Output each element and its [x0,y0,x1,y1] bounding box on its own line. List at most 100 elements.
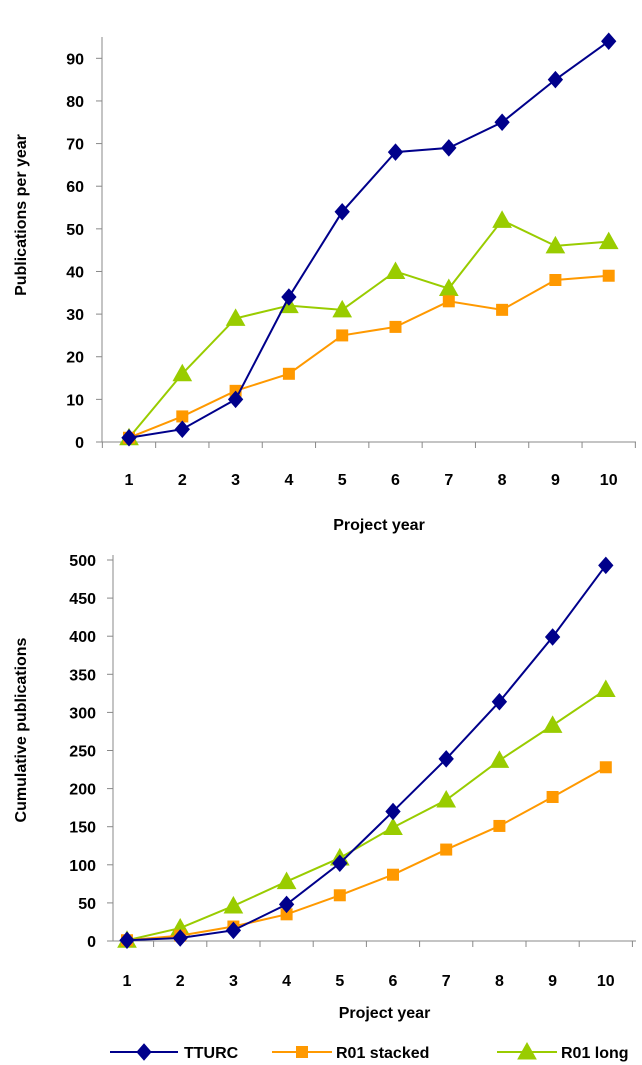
y-tick-label: 450 [69,591,96,608]
series-line-r01-stacked [128,274,609,439]
data-point-r01-stacked [549,274,562,286]
y-tick-label: 70 [66,137,84,154]
data-point-r01-stacked [336,329,349,342]
y-tick-label: 40 [66,264,84,281]
data-point-tturc [441,139,457,157]
data-point-tturc [172,929,188,947]
y-tick-label: 100 [69,858,96,875]
data-point-tturc [547,70,564,89]
x-tick-label: 7 [442,973,451,990]
data-point-r01-stacked [389,320,402,333]
y-tick-label: 150 [69,820,96,837]
data-point-r01-stacked [496,303,509,316]
series-line-tturc [126,564,607,942]
y-tick-label: 200 [69,782,96,799]
cumulative-publications-chart: 0 50 100 150 200 250 300 350 400 450 500 1 2 3 4 5 6 7 8 9 1… [13,553,636,1022]
data-point-r01-long [383,817,403,835]
data-point-tturc [278,895,295,914]
y-tick-label: 50 [78,896,96,913]
x-tick-label: 10 [600,472,618,489]
data-point-tturc [119,931,135,949]
x-axis-title: Project year [333,517,425,534]
x-tick-label: 1 [123,973,132,990]
series-line-r01-stacked [126,766,607,942]
legend-label-r01-stacked: R01 stacked [336,1045,429,1062]
x-tick-label: 9 [551,472,560,489]
y-tick-label: 350 [69,667,96,684]
data-point-tturc [385,802,401,821]
data-point-r01-stacked [333,889,346,902]
legend-label-tturc: TTURC [184,1045,239,1062]
y-tick-label: 250 [69,744,96,761]
data-point-r01-long [223,895,244,914]
x-tick-label: 8 [495,973,504,990]
legend-marker-tturc [136,1043,152,1061]
y-tick-label: 50 [66,222,84,239]
legend-marker-r01-long [517,1041,537,1060]
data-point-r01-long [492,210,512,228]
data-point-r01-stacked [176,410,189,423]
x-axis-title: Project year [339,1005,431,1022]
data-point-r01-long [545,235,566,254]
data-point-r01-stacked [387,868,399,881]
x-tick-label: 5 [335,973,344,990]
x-tick-label: 6 [391,472,400,489]
data-point-tturc [227,390,244,409]
publications-per-year-chart: 0 10 20 30 40 50 60 70 80 90 1 2 3 4 5 6 7 8 9 10 Project ye… [13,32,636,534]
y-axis-title: Cumulative publications [13,637,30,822]
x-tick-label: 4 [284,472,293,489]
y-tick-label: 20 [66,350,84,367]
x-tick-label: 10 [597,973,615,990]
data-point-r01-stacked [546,790,559,803]
data-point-r01-long [598,231,619,250]
y-tick-label: 30 [66,307,84,324]
data-point-tturc [174,420,190,438]
x-tick-label: 8 [498,472,507,489]
data-point-tturc [544,628,561,646]
data-point-r01-long [489,750,510,768]
data-point-r01-long [225,308,246,326]
y-tick-label: 60 [66,179,84,196]
data-point-r01-stacked [493,819,506,832]
y-tick-label: 80 [66,94,84,111]
x-tick-label: 9 [548,973,557,990]
series-line-r01-long [128,219,609,439]
y-tick-label: 400 [69,629,96,646]
legend: TTURC R01 stacked R01 long [110,1041,629,1062]
series-line-r01-long [126,688,607,942]
y-tick-label: 0 [87,934,96,951]
y-tick-label: 300 [69,705,96,722]
y-tick-label: 0 [75,435,84,452]
data-point-tturc [601,32,617,51]
data-point-tturc [225,921,242,940]
data-point-tturc [334,203,350,221]
y-tick-label: 90 [66,51,84,68]
data-point-r01-long [172,363,193,382]
data-point-tturc [281,288,297,306]
data-point-r01-long [385,261,406,279]
legend-label-r01-long: R01 long [561,1045,629,1062]
data-point-r01-stacked [602,269,615,282]
data-point-r01-long [276,871,297,890]
data-point-r01-stacked [282,367,295,380]
data-point-r01-long [595,679,616,698]
data-point-tturc [598,556,614,575]
data-point-tturc [121,428,137,447]
y-tick-label: 10 [66,392,84,409]
data-point-r01-stacked [599,761,612,774]
data-point-tturc [332,854,348,873]
x-tick-label: 7 [444,472,453,489]
x-tick-label: 3 [229,973,238,990]
data-point-tturc [491,692,508,711]
x-tick-label: 4 [282,973,291,990]
y-tick-label: 500 [69,553,96,570]
x-tick-label: 3 [231,472,240,489]
data-point-tturc [438,750,454,768]
x-tick-label: 2 [178,472,187,489]
data-point-r01-long [436,790,457,808]
data-point-r01-stacked [440,843,453,856]
data-point-tturc [494,113,510,132]
x-tick-label: 1 [125,472,134,489]
x-tick-label: 6 [389,973,398,990]
